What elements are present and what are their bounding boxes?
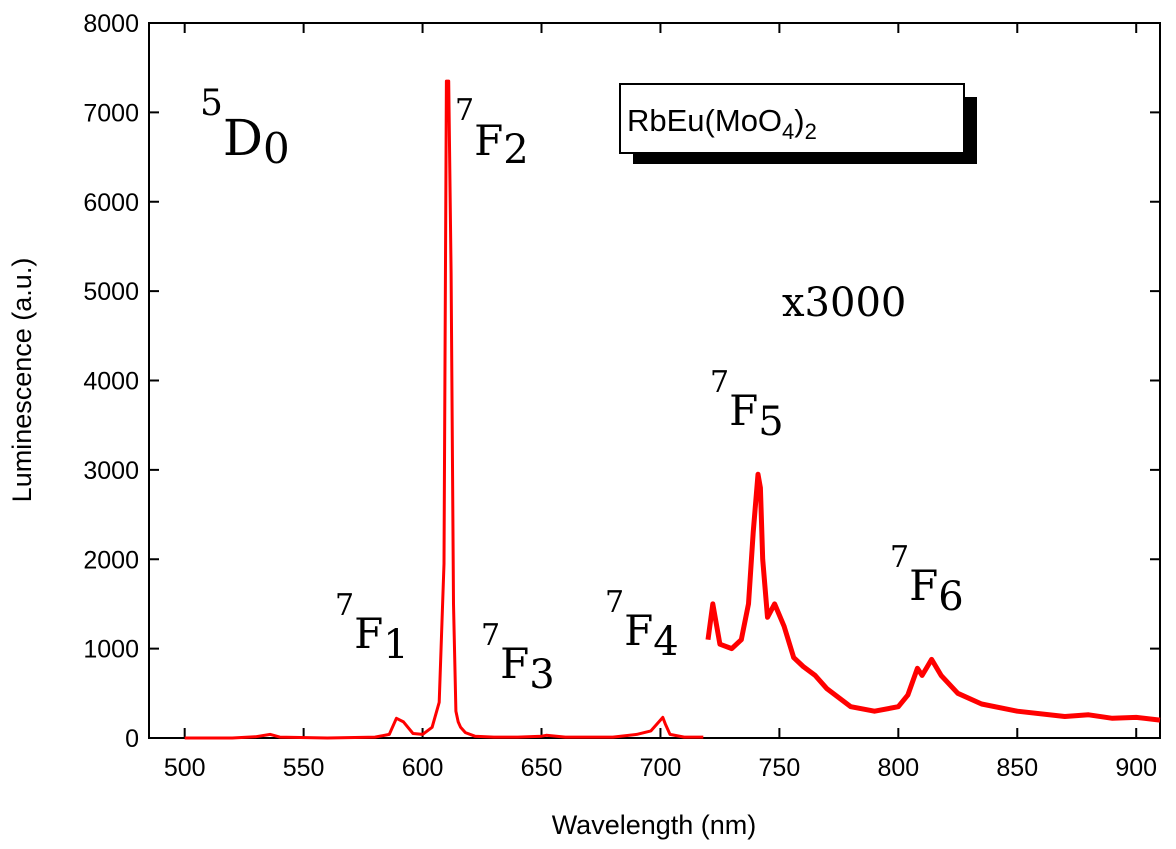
x-tick-label: 600 (402, 754, 444, 782)
x-axis-title: Wavelength (nm) (552, 810, 757, 840)
x-tick-label: 550 (283, 754, 325, 782)
x-tick-label: 900 (1115, 754, 1157, 782)
y-axis-title: Luminescence (a.u.) (7, 258, 37, 503)
y-axis: 0 1000 2000 3000 4000 5000 6000 7000 8000 (83, 10, 1160, 753)
y-tick-label: 0 (125, 725, 139, 753)
y-tick-label: 3000 (83, 457, 139, 485)
y-tick-label: 2000 (83, 546, 139, 574)
annotation-7f1: 7F1 (335, 588, 409, 668)
annotation-7f5: 7F5 (710, 365, 784, 445)
x-tick-label: 800 (877, 754, 919, 782)
annotation-x3000: x3000 (782, 280, 906, 326)
annotation-5d0: 5D0 (200, 83, 290, 173)
annotation-7f2: 7F2 (455, 93, 529, 173)
y-tick-label: 1000 (83, 636, 139, 664)
x-tick-label: 500 (164, 754, 206, 782)
x-axis: 500 550 600 650 700 750 800 850 900 (164, 23, 1157, 782)
x-tick-label: 750 (759, 754, 801, 782)
annotations: 5D0 7F2 7F1 7F3 7F4 7F5 7F6 x3000 (200, 83, 964, 698)
y-tick-label: 8000 (83, 10, 139, 38)
y-tick-label: 5000 (83, 278, 139, 306)
annotation-7f3: 7F3 (481, 618, 555, 698)
series-line-1 (705, 471, 1161, 723)
y-tick-label: 7000 (83, 99, 139, 127)
y-tick-label: 4000 (83, 368, 139, 396)
legend-label: RbEu(MoO4)2 (627, 103, 817, 144)
annotation-7f6: 7F6 (890, 540, 964, 620)
x-tick-label: 850 (996, 754, 1038, 782)
x-tick-label: 650 (521, 754, 563, 782)
spectrum-series (184, 79, 1161, 740)
y-tick-label: 6000 (83, 189, 139, 217)
series-line-0 (184, 79, 704, 740)
legend-box (619, 83, 965, 154)
x-tick-label: 700 (640, 754, 682, 782)
annotation-7f4: 7F4 (605, 585, 679, 665)
legend: RbEu(MoO4)2 (619, 83, 977, 164)
